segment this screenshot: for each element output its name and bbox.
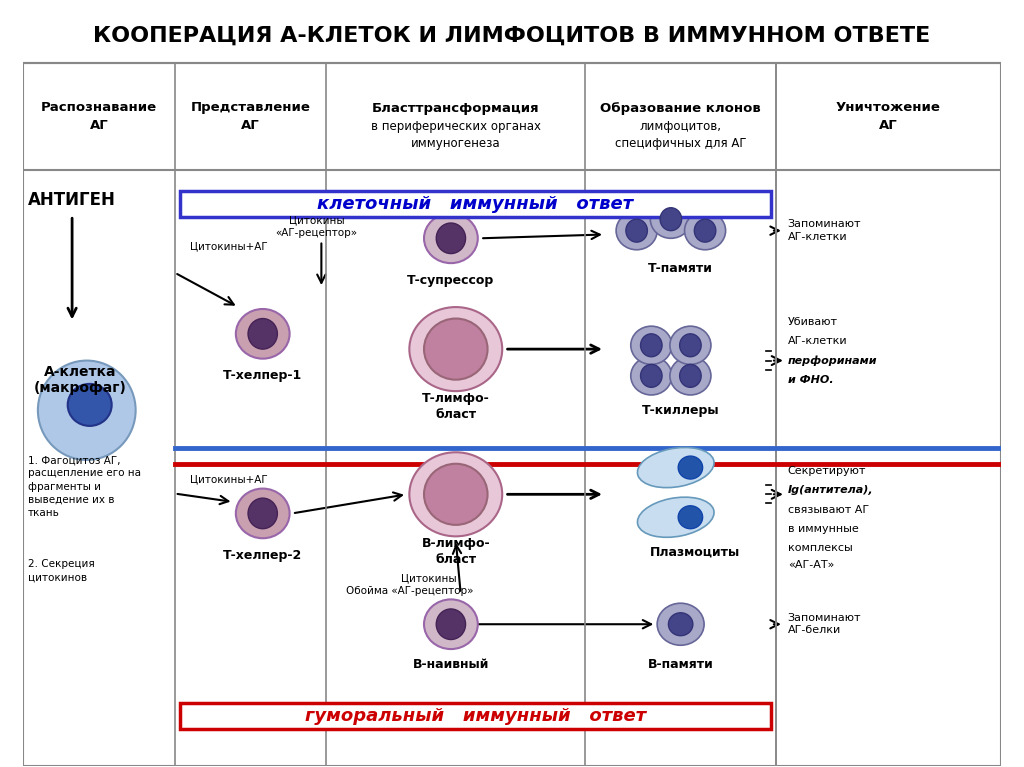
FancyBboxPatch shape xyxy=(179,703,771,729)
Text: 1. Фагоцитоз АГ,
расщепление его на
фрагменты и
выведение их в
ткань: 1. Фагоцитоз АГ, расщепление его на фраг… xyxy=(28,456,141,518)
Ellipse shape xyxy=(631,326,672,364)
Text: Убивают: Убивают xyxy=(787,318,838,328)
Ellipse shape xyxy=(660,208,682,231)
Ellipse shape xyxy=(616,212,657,250)
Ellipse shape xyxy=(436,223,466,254)
Text: В-памяти: В-памяти xyxy=(648,658,714,671)
Ellipse shape xyxy=(638,447,714,488)
Text: «АГ-рецептор»: «АГ-рецептор» xyxy=(275,228,357,238)
Ellipse shape xyxy=(670,357,711,395)
Text: Ig(антитела),: Ig(антитела), xyxy=(787,486,873,495)
Text: клеточный   иммунный   ответ: клеточный иммунный ответ xyxy=(317,195,634,213)
Ellipse shape xyxy=(641,334,663,357)
Text: и ФНО.: и ФНО. xyxy=(787,374,834,385)
Ellipse shape xyxy=(410,307,502,391)
Ellipse shape xyxy=(68,384,112,426)
Text: комплексы: комплексы xyxy=(787,543,852,553)
Ellipse shape xyxy=(657,603,705,645)
Text: Т-лимфо-
бласт: Т-лимфо- бласт xyxy=(422,392,489,421)
Ellipse shape xyxy=(684,212,726,250)
Text: связывают АГ: связывают АГ xyxy=(787,505,868,515)
Text: В-наивный: В-наивный xyxy=(413,658,489,671)
Text: 2. Секреция
цитокинов: 2. Секреция цитокинов xyxy=(28,559,95,582)
Text: КООПЕРАЦИЯ А-КЛЕТОК И ЛИМФОЦИТОВ В ИММУННОМ ОТВЕТЕ: КООПЕРАЦИЯ А-КЛЕТОК И ЛИМФОЦИТОВ В ИММУН… xyxy=(93,26,931,46)
Ellipse shape xyxy=(669,613,693,636)
Text: Цитокины: Цитокины xyxy=(401,574,457,584)
Ellipse shape xyxy=(650,200,691,239)
Text: Запоминают
АГ-белки: Запоминают АГ-белки xyxy=(787,613,861,635)
Ellipse shape xyxy=(424,464,487,525)
Text: Обойма «АГ-рецептор»: Обойма «АГ-рецептор» xyxy=(346,586,473,597)
Text: Распознавание
АГ: Распознавание АГ xyxy=(41,100,157,131)
Ellipse shape xyxy=(670,326,711,364)
Text: Т-хелпер-2: Т-хелпер-2 xyxy=(223,549,302,562)
Ellipse shape xyxy=(424,599,478,649)
Ellipse shape xyxy=(641,364,663,387)
Ellipse shape xyxy=(694,219,716,242)
Text: Т-памяти: Т-памяти xyxy=(648,262,713,275)
Ellipse shape xyxy=(626,219,647,242)
Ellipse shape xyxy=(424,318,487,380)
Text: Представление
АГ: Представление АГ xyxy=(190,100,310,131)
Text: АГ-клетки: АГ-клетки xyxy=(787,337,847,347)
FancyBboxPatch shape xyxy=(179,191,771,217)
Text: Т-супрессор: Т-супрессор xyxy=(408,274,495,287)
Ellipse shape xyxy=(38,360,135,460)
Text: Запоминают
АГ-клетки: Запоминают АГ-клетки xyxy=(787,219,861,242)
Text: Секретируют: Секретируют xyxy=(787,466,866,476)
Ellipse shape xyxy=(248,318,278,349)
Text: Т-киллеры: Т-киллеры xyxy=(642,403,720,416)
Ellipse shape xyxy=(680,334,701,357)
Ellipse shape xyxy=(680,364,701,387)
Text: Цитокины: Цитокины xyxy=(289,216,344,225)
Text: лимфоцитов,
специфичных для АГ: лимфоцитов, специфичных для АГ xyxy=(614,120,746,150)
Ellipse shape xyxy=(436,609,466,640)
Text: перфоринами: перфоринами xyxy=(787,355,878,366)
Ellipse shape xyxy=(424,213,478,263)
Text: «АГ-АТ»: «АГ-АТ» xyxy=(787,561,835,571)
Text: В-лимфо-
бласт: В-лимфо- бласт xyxy=(422,537,490,566)
Ellipse shape xyxy=(236,489,290,538)
Text: Цитокины+АГ: Цитокины+АГ xyxy=(189,474,267,484)
Ellipse shape xyxy=(678,505,702,528)
Ellipse shape xyxy=(631,357,672,395)
Text: гуморальный   иммунный   ответ: гуморальный иммунный ответ xyxy=(305,707,646,725)
Text: Бласттрансформация: Бласттрансформация xyxy=(372,102,540,115)
Text: Образование клонов: Образование клонов xyxy=(600,102,761,115)
Text: Т-хелпер-1: Т-хелпер-1 xyxy=(223,370,302,383)
Ellipse shape xyxy=(678,456,702,479)
Text: в иммунные: в иммунные xyxy=(787,524,858,534)
Text: Цитокины+АГ: Цитокины+АГ xyxy=(189,241,267,251)
Ellipse shape xyxy=(236,309,290,359)
Text: А-клетка
(макрофаг): А-клетка (макрофаг) xyxy=(34,364,126,395)
Text: в периферических органах
иммуногенеза: в периферических органах иммуногенеза xyxy=(371,120,541,150)
Ellipse shape xyxy=(638,497,714,538)
Text: АНТИГЕН: АНТИГЕН xyxy=(28,191,116,209)
Ellipse shape xyxy=(410,453,502,536)
Text: Уничтожение
АГ: Уничтожение АГ xyxy=(836,100,941,131)
Ellipse shape xyxy=(248,498,278,528)
Text: Плазмоциты: Плазмоциты xyxy=(650,545,740,558)
